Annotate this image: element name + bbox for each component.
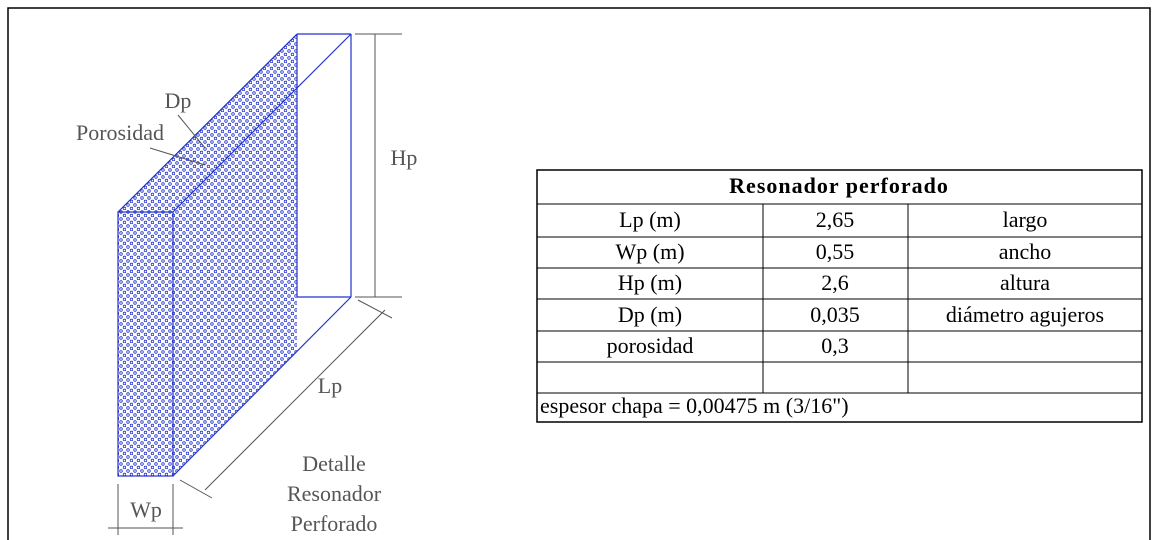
label-porosidad: Porosidad [76, 120, 164, 145]
resonator-drawing [117, 33, 352, 477]
label-lp: Lp [318, 373, 342, 398]
table-cell: altura [1000, 270, 1050, 295]
caption: Detalle [302, 451, 366, 476]
label-wp: Wp [130, 497, 162, 522]
caption: Resonador [287, 481, 382, 506]
dimension-lines [108, 33, 402, 535]
caption: Perforado [291, 511, 378, 536]
table-cell: 2,6 [821, 270, 849, 295]
label-dp: Dp [165, 88, 192, 113]
table-cell: 0,035 [810, 302, 860, 327]
table-title: Resonador perforado [729, 173, 949, 198]
table-cell: 0,3 [821, 333, 849, 358]
table-cell: Lp (m) [619, 207, 681, 232]
table-cell: 0,55 [816, 239, 855, 264]
table-cell: Wp (m) [615, 239, 684, 264]
table-note: espesor chapa = 0,00475 m (3/16") [540, 393, 849, 418]
perforated-face [118, 34, 297, 476]
label-hp: Hp [391, 145, 418, 170]
table-cell: Hp (m) [618, 270, 682, 295]
table-cell: porosidad [607, 333, 694, 358]
table: Resonador perforado espesor chapa = 0,00… [536, 169, 1143, 423]
table-cell: diámetro agujeros [946, 302, 1104, 327]
table-cell: Dp (m) [618, 302, 682, 327]
table-cell: 2,65 [816, 207, 855, 232]
frame [7, 7, 1151, 540]
table-cell: ancho [999, 239, 1052, 264]
table-cell: largo [1003, 207, 1048, 232]
